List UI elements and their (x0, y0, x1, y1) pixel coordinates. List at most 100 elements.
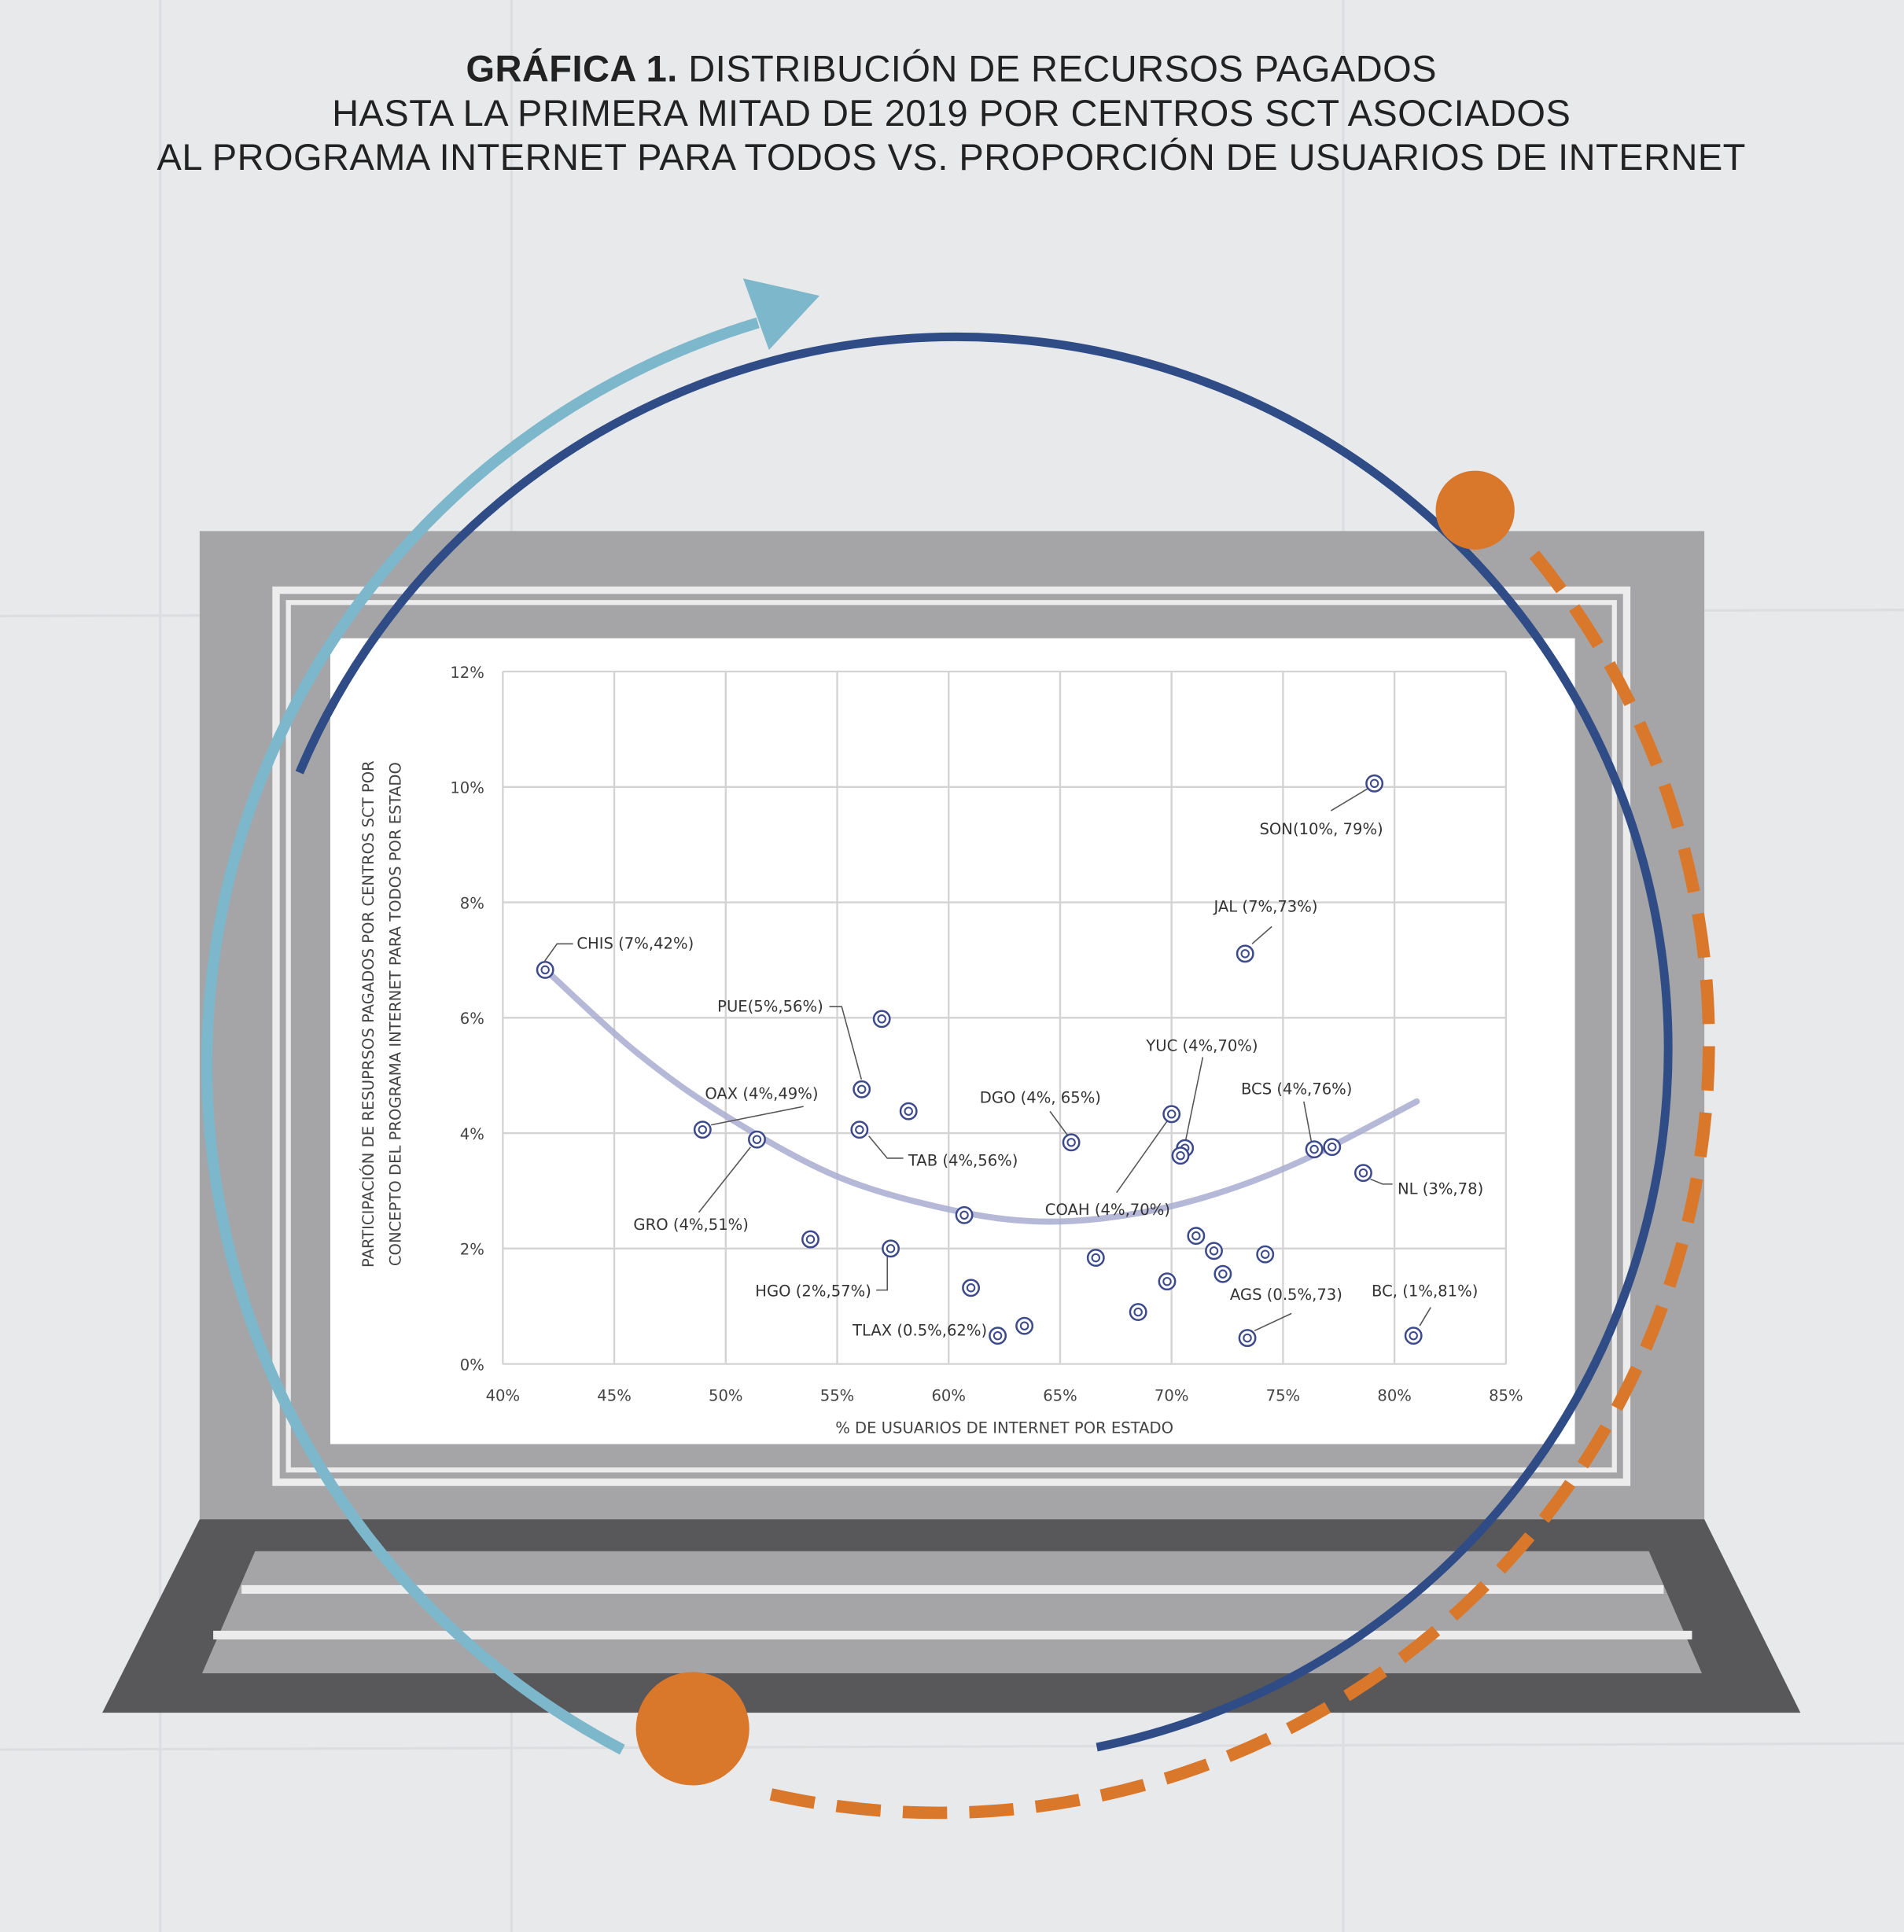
y-tick-label: 4% (460, 1125, 484, 1143)
data-point (1354, 1164, 1372, 1183)
laptop-illustration (102, 531, 1801, 1713)
orange-dot-bottom (635, 1672, 749, 1786)
annotation-leader-line (1419, 1307, 1431, 1327)
data-point (693, 1121, 712, 1139)
data-point (899, 1102, 918, 1121)
data-point (536, 960, 554, 979)
data-point (962, 1279, 981, 1297)
data-point (1238, 1329, 1257, 1348)
x-tick-label: 55% (820, 1387, 855, 1405)
annotation-label: JAL (7%,73%) (1212, 898, 1317, 916)
title: GRÁFICA 1. DISTRIBUCIÓN DE RECURSOS PAGA… (157, 47, 1746, 178)
x-tick-label: 80% (1377, 1387, 1412, 1405)
annotation-label: COAH (4%,70%) (1045, 1201, 1170, 1219)
annotation-leaders (543, 788, 1431, 1332)
data-point (1171, 1146, 1190, 1165)
data-point (1129, 1303, 1147, 1322)
svg-text:GRÁFICA 1. DISTRIBUCIÓN DE REC: GRÁFICA 1. DISTRIBUCIÓN DE RECURSOS PAGA… (466, 47, 1437, 89)
x-tick-label: 50% (709, 1387, 743, 1405)
annotation-label: BC, (1%,81%) (1372, 1282, 1478, 1300)
x-tick-labels: 40% 45% 50% 55% 60% 65% 70% 75% 80% 85% (486, 1387, 1523, 1405)
annotation-leader-line (1251, 926, 1272, 944)
scatter-chart: 0% 2% 4% 6% 8% 10% 12% 40% 45% 50% 55% 60% 65% 70% 75… (359, 664, 1523, 1437)
x-tick-label: 65% (1043, 1387, 1077, 1405)
annotation-label: TLAX (0.5%,62%) (852, 1322, 987, 1340)
title-line1: DISTRIBUCIÓN DE RECURSOS PAGADOS (678, 47, 1437, 89)
annotations: CHIS (7%,42%) PUE(5%,56%) OAX (4%,49%) GRO … (576, 820, 1483, 1340)
annotation-leader-line (829, 1006, 863, 1080)
x-tick-label: 45% (597, 1387, 632, 1405)
y-tick-label: 0% (460, 1356, 484, 1374)
title-line2: HASTA LA PRIMERA MITAD DE 2019 POR CENTR… (332, 92, 1571, 134)
data-point (1187, 1227, 1206, 1246)
annotation-leader-line (543, 943, 573, 962)
x-tick-label: 60% (931, 1387, 966, 1405)
data-point (801, 1230, 819, 1249)
annotation-leader-line (1116, 1121, 1168, 1194)
grid (502, 670, 1508, 1365)
annotation-label: OAX (4%,49%) (705, 1085, 818, 1103)
annotation-label: HGO (2%,57%) (755, 1282, 871, 1300)
y-tick-label: 10% (450, 779, 484, 797)
trendline (544, 968, 1420, 1225)
x-tick-label: 85% (1489, 1387, 1523, 1405)
data-point (1404, 1327, 1423, 1345)
data-point (1256, 1245, 1275, 1264)
annotation-leader-line (698, 1146, 751, 1213)
annotation-leader-line (1330, 788, 1368, 811)
annotation-label: DGO (4%, 65%) (980, 1088, 1101, 1106)
data-point (955, 1205, 974, 1224)
data-point (1323, 1138, 1342, 1157)
data-points (536, 774, 1423, 1348)
x-axis-label: % DE USUARIOS DE INTERNET POR ESTADO (835, 1419, 1173, 1437)
data-point (1062, 1133, 1081, 1152)
annotation-label: NL (3%,78) (1398, 1179, 1483, 1198)
y-axis-label-line2: CONCEPTO DEL PROGRAMA INTERNET PARA TODO… (386, 762, 404, 1266)
data-point (1158, 1272, 1177, 1291)
annotation-label: TAB (4%,56%) (908, 1151, 1018, 1169)
light-blue-arc (201, 317, 760, 1755)
annotation-label: YUC (4%,70%) (1145, 1037, 1258, 1055)
annotation-leader-line (1049, 1110, 1068, 1135)
data-point (1162, 1105, 1181, 1124)
y-axis-label-line1: PARTICIPACIÓN DE RESUPRSOS PAGADOS POR C… (359, 760, 377, 1268)
dark-blue-arc (295, 333, 1673, 1752)
y-tick-label: 2% (460, 1241, 484, 1259)
annotation-label: SON(10%, 79%) (1259, 820, 1383, 838)
x-tick-label: 40% (486, 1387, 521, 1405)
y-tick-label: 8% (460, 894, 484, 912)
annotation-label: GRO (4%,51%) (633, 1216, 748, 1234)
annotation-leader-line (876, 1257, 889, 1291)
y-tick-label: 12% (450, 664, 484, 682)
title-line3: AL PROGRAMA INTERNET PARA TODOS VS. PROP… (157, 136, 1746, 178)
data-point (748, 1130, 766, 1149)
annotation-label: AGS (0.5%,73) (1230, 1286, 1342, 1304)
annotation-leader-line (711, 1106, 804, 1126)
data-point (882, 1239, 900, 1258)
orange-dashed-arc (762, 550, 1715, 1820)
screen-frame-inner (285, 600, 1617, 1473)
annotation-label: PUE(5%,56%) (717, 997, 823, 1015)
chart-panel (330, 638, 1575, 1444)
title-bold: GRÁFICA 1. (466, 47, 677, 89)
keyboard (202, 1551, 1702, 1673)
annotation-leader-line (1254, 1312, 1292, 1332)
data-point (989, 1327, 1007, 1345)
data-point (1086, 1249, 1105, 1268)
annotation-label: BCS (4%,76%) (1241, 1080, 1352, 1098)
screen-frame-outer (272, 586, 1631, 1486)
arrowhead-icon (742, 278, 820, 351)
data-point (1236, 944, 1254, 963)
data-point (1305, 1140, 1324, 1159)
y-tick-label: 6% (460, 1010, 484, 1028)
annotation-leader-line (1370, 1178, 1393, 1185)
x-tick-label: 70% (1155, 1387, 1189, 1405)
annotation-leader-line (1184, 1057, 1204, 1142)
orange-dot-top (1435, 470, 1515, 550)
data-point (1205, 1242, 1223, 1260)
data-point (850, 1121, 869, 1139)
annotation-leader-line (1303, 1101, 1313, 1142)
annotation-label: CHIS (7%,42%) (576, 935, 694, 953)
decorative-arcs (201, 278, 1715, 1820)
